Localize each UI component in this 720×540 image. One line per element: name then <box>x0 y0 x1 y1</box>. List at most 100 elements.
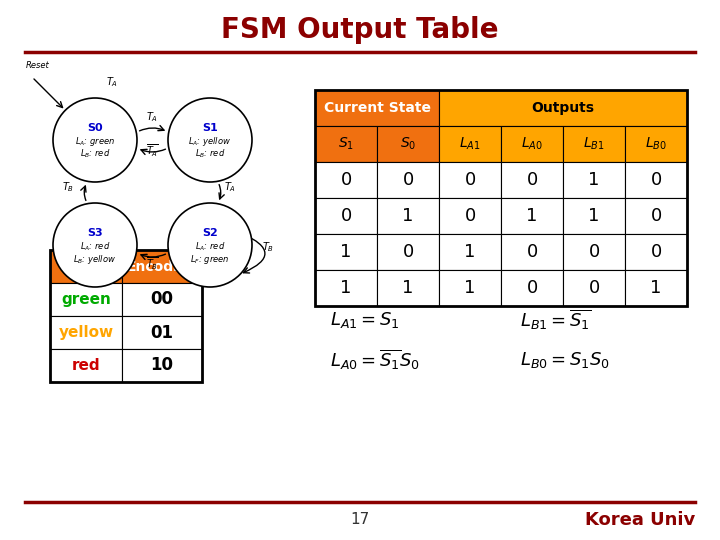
Text: 01: 01 <box>150 323 174 341</box>
Bar <box>315 162 377 198</box>
Text: Output: Output <box>58 260 113 273</box>
Text: 00: 00 <box>150 291 174 308</box>
Text: 0: 0 <box>526 171 538 189</box>
Text: $L_A$: red: $L_A$: red <box>195 241 225 253</box>
Text: $L_{B1} = \overline{S_1}$: $L_{B1} = \overline{S_1}$ <box>520 308 591 332</box>
Bar <box>625 270 687 306</box>
Bar <box>377 162 439 198</box>
Text: 0: 0 <box>588 243 600 261</box>
Bar <box>563 270 625 306</box>
Text: $L_{A0} = \overline{S_1}S_0$: $L_{A0} = \overline{S_1}S_0$ <box>330 348 420 372</box>
Bar <box>315 198 377 234</box>
Text: $L_{B0} = S_1 S_0$: $L_{B0} = S_1 S_0$ <box>520 350 610 370</box>
Text: $T_B$: $T_B$ <box>262 240 274 254</box>
Bar <box>50 316 122 349</box>
Text: 0: 0 <box>341 171 351 189</box>
Text: $L_A$: red: $L_A$: red <box>80 241 110 253</box>
Text: 1: 1 <box>402 207 414 225</box>
Bar <box>377 126 439 162</box>
Text: $L_F$: green: $L_F$: green <box>190 253 230 266</box>
Text: $L_{B0}$: $L_{B0}$ <box>645 136 667 152</box>
Text: Outputs: Outputs <box>531 101 595 115</box>
Text: $L_A$: yellow: $L_A$: yellow <box>189 136 232 148</box>
Text: 0: 0 <box>650 207 662 225</box>
Text: $L_B$: red: $L_B$: red <box>195 148 225 160</box>
Bar <box>50 250 202 382</box>
Text: 0: 0 <box>650 243 662 261</box>
Bar <box>377 234 439 270</box>
Bar <box>315 234 377 270</box>
Bar <box>439 126 501 162</box>
Text: 0: 0 <box>341 207 351 225</box>
Text: $T_A$: $T_A$ <box>146 110 158 124</box>
Bar <box>563 126 625 162</box>
Text: 10: 10 <box>150 356 174 375</box>
Text: Reset: Reset <box>26 61 50 70</box>
Text: 0: 0 <box>464 207 476 225</box>
Text: 1: 1 <box>526 207 538 225</box>
Text: FSM Output Table: FSM Output Table <box>221 16 499 44</box>
Bar <box>315 270 377 306</box>
Bar <box>501 270 563 306</box>
Text: Korea Univ: Korea Univ <box>585 511 695 529</box>
Text: $L_{A1} = S_1$: $L_{A1} = S_1$ <box>330 310 400 330</box>
Text: $L_A$: green: $L_A$: green <box>75 136 115 148</box>
Text: $L_{A0}$: $L_{A0}$ <box>521 136 543 152</box>
Bar <box>377 198 439 234</box>
Text: red: red <box>72 358 100 373</box>
Text: 1: 1 <box>650 279 662 297</box>
Text: 0: 0 <box>464 171 476 189</box>
Text: $T_B$: $T_B$ <box>62 180 74 194</box>
Circle shape <box>53 98 137 182</box>
Text: Encoding: Encoding <box>126 260 198 273</box>
Bar <box>501 126 563 162</box>
Bar <box>439 234 501 270</box>
Bar <box>122 349 202 382</box>
Bar <box>122 283 202 316</box>
Text: $L_{A1}$: $L_{A1}$ <box>459 136 481 152</box>
Text: $T_A$: $T_A$ <box>224 180 236 194</box>
Bar <box>377 270 439 306</box>
Text: Current State: Current State <box>323 101 431 115</box>
Bar <box>50 250 122 283</box>
Text: 1: 1 <box>464 279 476 297</box>
Text: S0: S0 <box>87 123 103 133</box>
Bar <box>439 162 501 198</box>
Text: yellow: yellow <box>58 325 114 340</box>
Bar <box>501 234 563 270</box>
Text: 0: 0 <box>650 171 662 189</box>
Bar <box>315 90 439 126</box>
Text: 1: 1 <box>588 171 600 189</box>
Text: $S_0$: $S_0$ <box>400 136 416 152</box>
Text: 1: 1 <box>341 279 351 297</box>
Text: $L_{B1}$: $L_{B1}$ <box>583 136 605 152</box>
Text: $L_B$: red: $L_B$: red <box>80 148 110 160</box>
Bar <box>625 162 687 198</box>
Text: 1: 1 <box>341 243 351 261</box>
Bar <box>501 198 563 234</box>
Bar <box>625 198 687 234</box>
Text: 1: 1 <box>464 243 476 261</box>
Bar <box>625 126 687 162</box>
Text: 1: 1 <box>402 279 414 297</box>
Bar <box>439 198 501 234</box>
Bar <box>439 90 687 126</box>
Bar <box>563 162 625 198</box>
Text: 0: 0 <box>526 243 538 261</box>
Bar <box>625 234 687 270</box>
Bar <box>563 198 625 234</box>
Bar <box>50 349 122 382</box>
Text: $L_B$: yellow: $L_B$: yellow <box>73 253 117 266</box>
Bar <box>315 90 687 306</box>
Bar <box>563 234 625 270</box>
Bar <box>315 126 377 162</box>
Bar <box>501 162 563 198</box>
Bar <box>122 316 202 349</box>
Circle shape <box>168 203 252 287</box>
Bar <box>439 270 501 306</box>
Text: 0: 0 <box>588 279 600 297</box>
Text: 0: 0 <box>402 243 413 261</box>
Text: $S_1$: $S_1$ <box>338 136 354 152</box>
Text: 17: 17 <box>351 512 369 528</box>
Text: S3: S3 <box>87 228 103 238</box>
